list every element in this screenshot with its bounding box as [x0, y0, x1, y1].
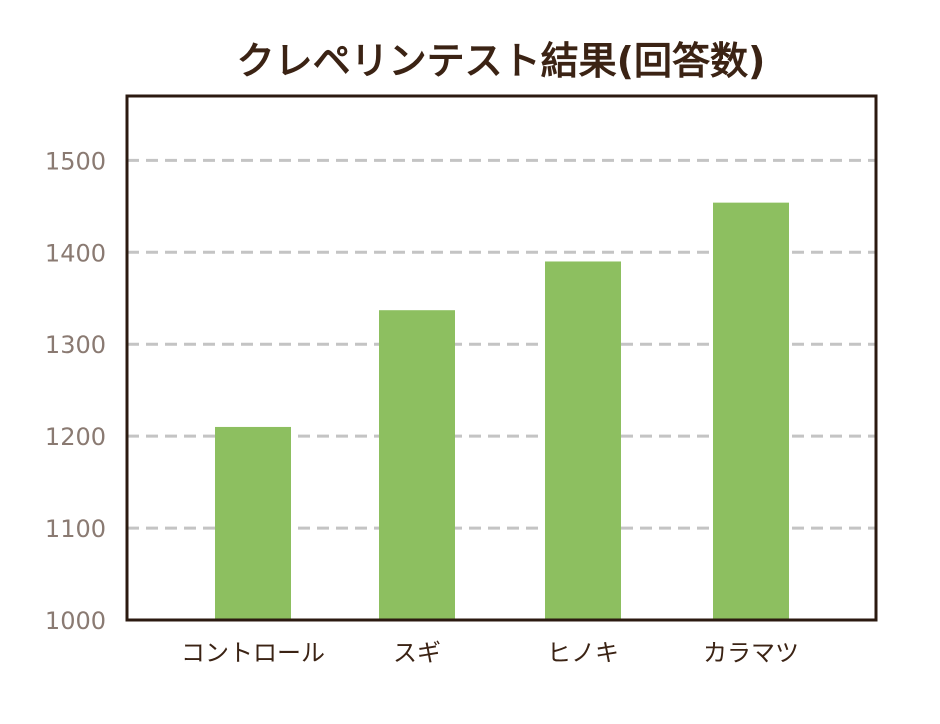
bar-2: [379, 310, 455, 620]
y-tick-label-1500: 1500: [45, 147, 106, 175]
bar-3: [545, 261, 621, 620]
plot-frame: [125, 94, 878, 622]
x-tick-label-2: スギ: [393, 639, 441, 667]
chart-title: クレペリンテスト結果(回答数): [237, 39, 766, 83]
x-tick-label-1: コントロール: [181, 639, 325, 667]
y-tick-label-1200: 1200: [45, 423, 106, 451]
x-tick-label-4: カラマツ: [703, 639, 799, 667]
y-tick-label-1300: 1300: [45, 331, 106, 359]
x-tick-label-3: ヒノキ: [547, 639, 619, 667]
y-tick-label-1100: 1100: [45, 515, 106, 543]
bar-1: [215, 426, 291, 620]
y-tick-label-1000: 1000: [45, 607, 106, 635]
x-axis-ticks: コントロール スギ ヒノキ カラマツ: [181, 639, 799, 667]
bar-4: [713, 202, 789, 620]
y-tick-label-1400: 1400: [45, 239, 106, 267]
y-axis-ticks: 1000 1100 1200 1300 1400 1500: [45, 147, 106, 635]
bars: [215, 202, 789, 620]
